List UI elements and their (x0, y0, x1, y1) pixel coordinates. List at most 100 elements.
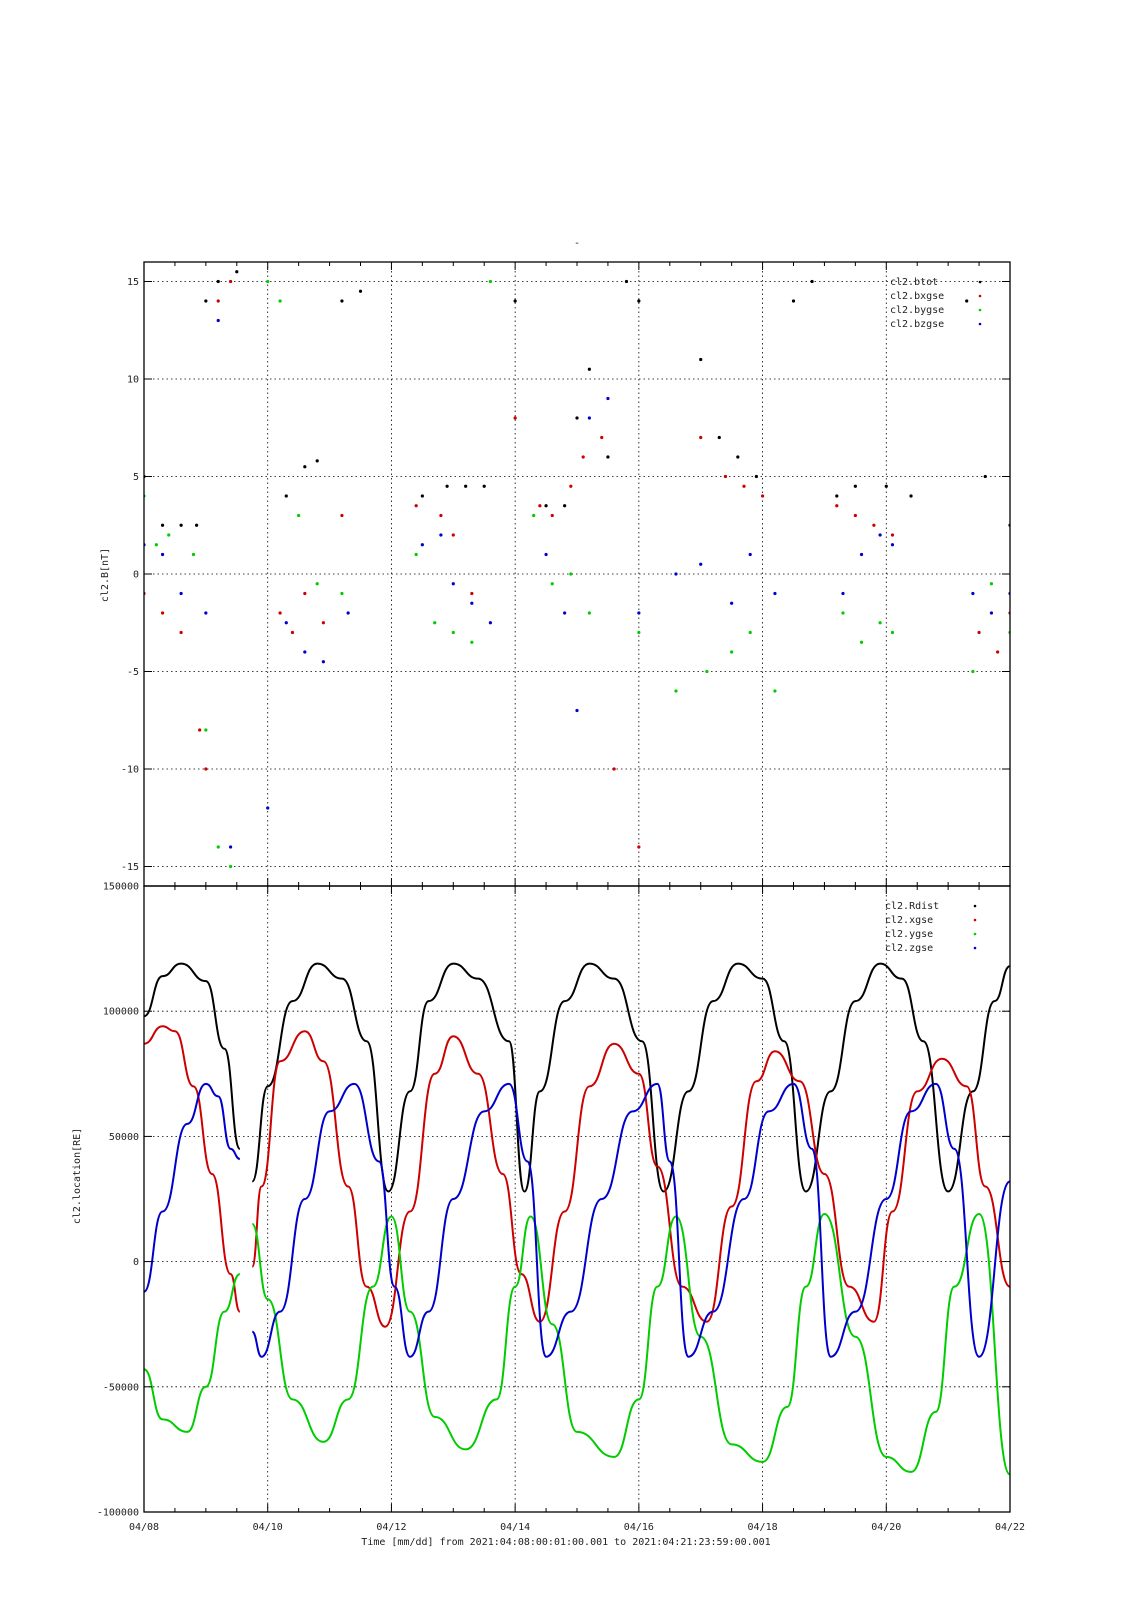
x-tick-label-3: 04/14 (500, 1522, 530, 1533)
magnetic-field-point-2-4 (204, 728, 208, 732)
magnetic-field-ytick-label-4: 5 (133, 472, 139, 483)
magnetic-field-point-2-24 (730, 650, 734, 654)
magnetic-field-point-0-22 (624, 279, 629, 284)
magnetic-field-point-1-20 (581, 455, 585, 459)
magnetic-field-point-0-18 (563, 504, 567, 508)
location-ytick-label-0: -100000 (97, 1508, 139, 1519)
magnetic-field-point-0-3 (194, 523, 199, 527)
magnetic-field-point-3-17 (563, 611, 567, 615)
magnetic-field-point-2-3 (191, 552, 196, 557)
magnetic-field-point-2-8 (278, 299, 282, 303)
magnetic-field-point-3-29 (878, 533, 882, 537)
magnetic-field-point-0-15 (482, 484, 486, 488)
magnetic-field-point-3-12 (439, 533, 443, 537)
location-legend-label-2: cl2.ygse (885, 929, 933, 940)
magnetic-field-grid (144, 262, 1010, 886)
magnetic-field-ytick-label-5: 10 (127, 375, 139, 386)
magnetic-field-point-2-6 (229, 864, 233, 869)
magnetic-field-point-1-15 (470, 591, 474, 596)
magnetic-field-point-2-15 (470, 640, 474, 644)
magnetic-field-point-3-21 (637, 611, 641, 615)
location-line-1-1 (251, 1030, 1010, 1328)
x-axis-label: Time [mm/dd] from 2021:04:08:00:01:00.00… (361, 1537, 770, 1548)
magnetic-field-legend-marker-0 (978, 280, 982, 284)
x-axis-tick-labels: 04/08 04/10 04/12 04/14 04/16 04/18 04/20 04/22 (129, 1522, 1025, 1533)
location-ytick-label-5: 150000 (103, 882, 139, 893)
magnetic-field-point-1-17 (538, 504, 542, 508)
magnetic-field-point-2-32 (989, 582, 994, 586)
location-y-axis-label: cl2.location[RE] (72, 1128, 83, 1224)
magnetic-field-point-3-26 (773, 591, 777, 596)
magnetic-field-point-3-31 (971, 591, 975, 596)
magnetic-field-point-3-25 (748, 552, 752, 557)
location-line-3-1 (251, 1082, 1010, 1358)
magnetic-field-point-3-2 (179, 591, 183, 596)
magnetic-field-point-1-2 (179, 630, 183, 635)
magnetic-field-point-2-5 (216, 845, 220, 849)
magnetic-field-point-2-18 (550, 582, 554, 586)
magnetic-field-point-0-1 (160, 523, 165, 527)
magnetic-field-point-0-7 (284, 494, 288, 498)
magnetic-field-legend-marker-2 (978, 308, 982, 312)
magnetic-field-point-2-31 (971, 669, 975, 674)
magnetic-field-point-1-32 (977, 630, 981, 635)
magnetic-field-point-2-12 (414, 552, 418, 557)
magnetic-field-point-1-7 (278, 611, 282, 615)
magnetic-field-point-2-1 (154, 543, 158, 547)
magnetic-field-point-1-10 (321, 621, 325, 625)
magnetic-field-series-cl2-btot (144, 270, 1010, 527)
location-ytick-label-4: 100000 (103, 1007, 139, 1018)
magnetic-field-point-3-5 (229, 845, 233, 849)
magnetic-field-point-0-29 (810, 279, 814, 284)
location-legend-marker-2 (973, 932, 977, 936)
magnetic-field-legend-marker-1 (978, 294, 982, 298)
magnetic-field-point-0-13 (445, 484, 449, 488)
magnetic-field-point-3-8 (303, 650, 307, 654)
magnetic-field-point-3-1 (160, 552, 165, 557)
magnetic-field-axes: -15 -10 -5 0 5 10 15 (121, 261, 1011, 887)
magnetic-field-point-1-25 (723, 474, 728, 479)
magnetic-field-point-0-19 (575, 416, 579, 420)
magnetic-field-point-1-31 (890, 533, 895, 537)
magnetic-field-point-0-14 (464, 484, 468, 488)
location-panel: -100000 -50000 0 50000 100000 150000 cl2.loca… (72, 882, 1011, 1519)
magnetic-field-point-3-22 (674, 572, 678, 576)
magnetic-field-point-0-26 (736, 455, 740, 459)
magnetic-field-point-1-27 (760, 494, 765, 498)
magnetic-field-point-2-13 (433, 621, 437, 625)
magnetic-field-point-0-6 (235, 270, 239, 274)
location-legend-marker-3 (973, 946, 977, 950)
location-series-cl2-xgse (144, 1025, 1010, 1328)
location-line-0-1 (251, 962, 1010, 1193)
magnetic-field-point-3-19 (587, 416, 591, 420)
x-tick-label-2: 04/12 (376, 1522, 406, 1533)
magnetic-field-point-3-32 (989, 611, 994, 615)
magnetic-field-point-0-24 (699, 357, 703, 362)
magnetic-field-point-3-3 (204, 611, 208, 615)
location-line-1-0 (144, 1025, 241, 1313)
x-tick-label-7: 04/22 (995, 1522, 1025, 1533)
location-series-cl2-zgse (144, 1082, 1010, 1358)
magnetic-field-point-3-24 (730, 601, 734, 605)
location-legend-marker-1 (973, 918, 977, 922)
magnetic-field-point-2-21 (637, 630, 641, 635)
magnetic-field-point-1-1 (160, 611, 165, 615)
magnetic-field-point-0-23 (637, 299, 641, 303)
magnetic-field-point-3-16 (544, 552, 548, 557)
location-ytick-label-1: -50000 (103, 1382, 139, 1393)
magnetic-field-point-2-9 (297, 513, 301, 518)
magnetic-field-point-2-23 (705, 669, 709, 674)
magnetic-field-point-0-33 (909, 494, 913, 498)
magnetic-field-point-1-19 (569, 484, 573, 488)
location-ytick-label-3: 50000 (109, 1132, 139, 1143)
magnetic-field-point-3-23 (699, 562, 703, 566)
magnetic-field-point-3-28 (859, 552, 864, 557)
magnetic-field-series (144, 270, 1010, 869)
x-tick-label-5: 04/18 (748, 1522, 778, 1533)
magnetic-field-point-1-33 (996, 650, 1000, 654)
magnetic-field-point-1-22 (612, 767, 616, 771)
magnetic-field-legend-label-1: cl2.bxgse (890, 291, 944, 302)
magnetic-field-point-3-4 (216, 318, 220, 323)
magnetic-field-point-1-18 (550, 513, 554, 518)
magnetic-field-point-2-19 (569, 572, 573, 576)
